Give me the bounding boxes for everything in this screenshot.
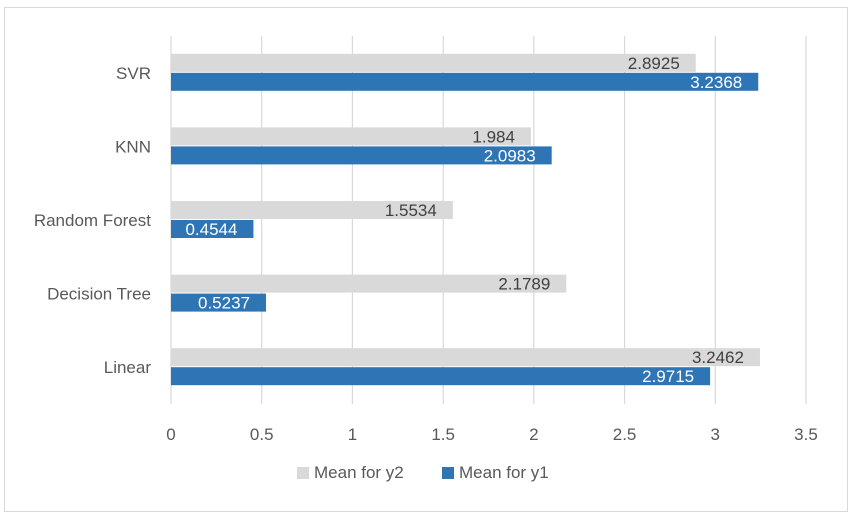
bar-mean-for-y1-random-forest [171,220,254,238]
data-label: 1.984 [472,127,515,146]
bars [171,53,760,386]
category-label-knn: KNN [115,137,151,156]
bar-mean-for-y1-linear [171,367,711,386]
legend: Mean for y2 Mean for y1 [297,463,549,482]
bar-mean-for-y2-svr [171,53,696,72]
data-label: 2.8925 [628,54,680,73]
bar-mean-for-y2-knn [171,127,531,146]
legend-label-mean-for-y2: Mean for y2 [314,463,404,482]
legend-swatch-mean-for-y1 [442,467,454,479]
x-tick-label: 0.5 [250,425,274,444]
x-tick-label: 1 [348,425,357,444]
category-label-svr: SVR [116,64,151,83]
category-label-random-forest: Random Forest [34,211,151,230]
x-tick-label: 3.5 [794,425,818,444]
bar-mean-for-y2-decision-tree [171,274,567,293]
bar-mean-for-y2-random-forest [171,201,453,219]
bar-mean-for-y1-knn [171,146,552,165]
data-label: 2.9715 [642,367,694,386]
category-label-decision-tree: Decision Tree [47,285,151,304]
chart-frame [4,7,848,512]
bar-mean-for-y1-decision-tree [171,293,267,312]
category-label-linear: Linear [104,358,152,377]
y-axis-categories: SVR KNN Random Forest Decision Tree Linear [34,64,152,377]
bar-mean-for-y2-linear [171,348,760,367]
x-tick-label: 0 [166,425,175,444]
data-label: 3.2368 [690,73,742,92]
gridlines [170,36,807,404]
legend-label-mean-for-y1: Mean for y1 [459,463,549,482]
data-label: 2.1789 [498,275,550,294]
data-label: 0.4544 [185,220,237,239]
x-tick-label: 2.5 [613,425,637,444]
legend-swatch-mean-for-y2 [297,467,309,479]
bar-mean-for-y1-svr [171,72,759,91]
data-label: 2.0983 [484,146,536,165]
x-tick-label: 3 [711,425,720,444]
data-label: 1.5534 [385,201,437,220]
data-label: 0.5237 [198,294,250,313]
x-axis-ticks: 0 0.5 1 1.5 2 2.5 3 3.5 [166,425,818,444]
x-tick-label: 2 [529,425,538,444]
data-label: 3.2462 [692,348,744,367]
x-tick-label: 1.5 [431,425,455,444]
